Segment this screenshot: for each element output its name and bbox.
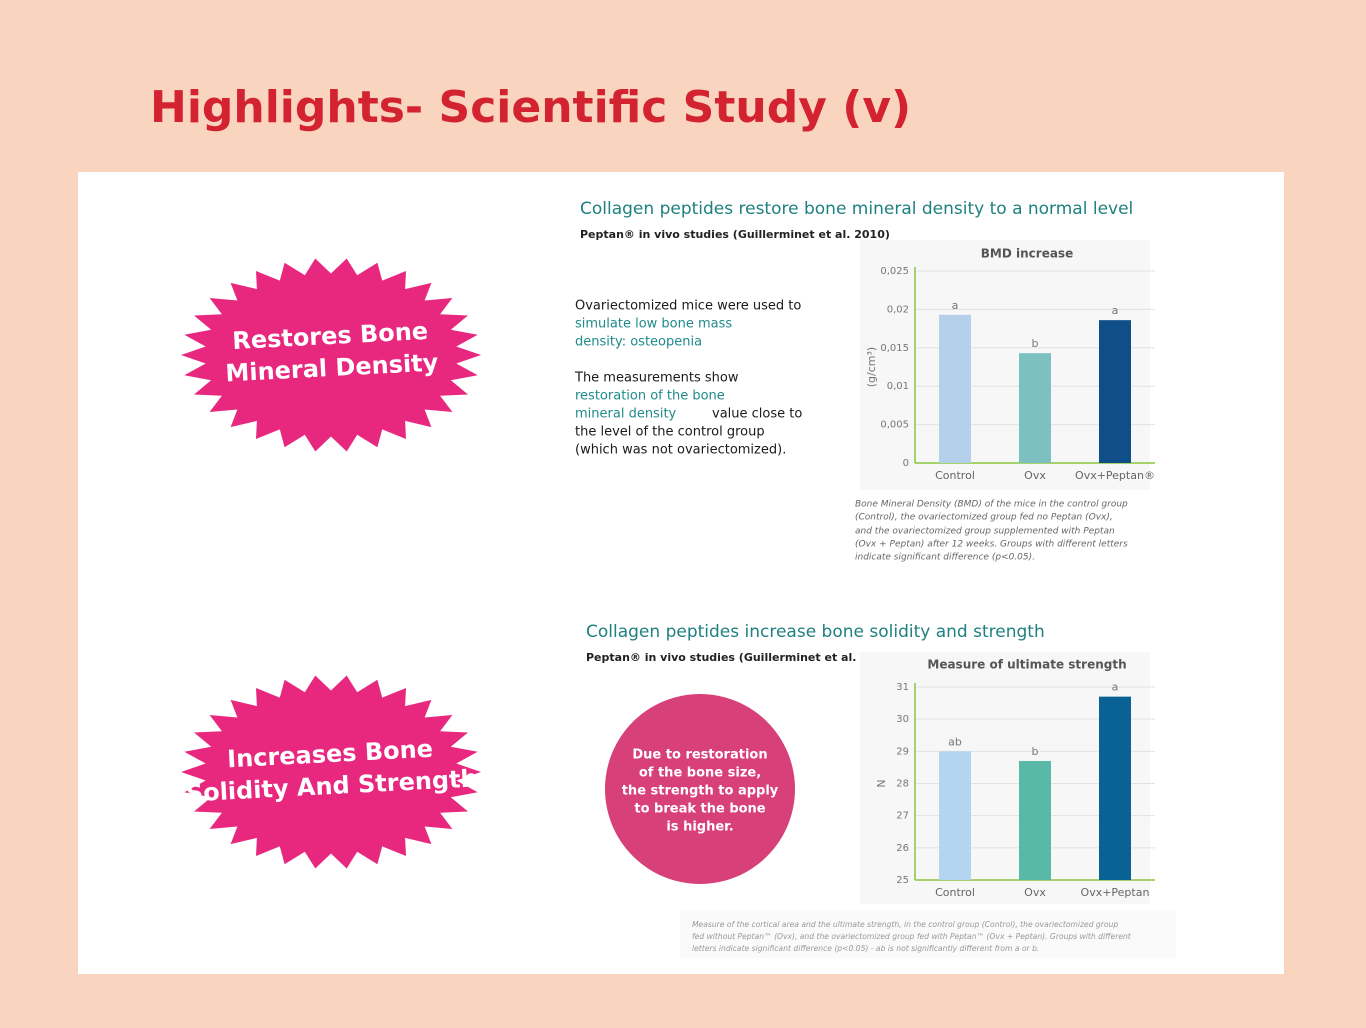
description: Ovariectomized mice were used to [575, 299, 801, 314]
heading: Collagen peptides restore bone mineral d… [580, 199, 1133, 219]
bar-annotation: b [1032, 745, 1039, 758]
y-tick-label: 29 [896, 746, 909, 757]
circle-text: is higher. [666, 820, 733, 835]
y-tick-label: 31 [896, 682, 909, 693]
y-axis-label: (g/cm³) [865, 347, 878, 387]
description: the level of the control group [575, 425, 765, 440]
caption: indicate significant difference (p<0.05)… [855, 553, 1035, 563]
y-tick-label: 26 [896, 843, 909, 854]
bar [1099, 696, 1131, 880]
y-tick-label: 0,02 [887, 304, 909, 315]
bar-annotation: a [1112, 681, 1119, 694]
info-circle [605, 694, 795, 884]
bar [1019, 353, 1051, 463]
y-tick-label: 0,015 [880, 343, 909, 354]
y-tick-label: 0 [903, 458, 909, 469]
description: mineral density [575, 407, 677, 422]
y-axis-label: N [875, 779, 888, 787]
caption: Bone Mineral Density (BMD) of the mice i… [855, 500, 1128, 510]
y-tick-label: 28 [896, 779, 909, 790]
source: Peptan® in vivo studies (Guillerminet et… [586, 651, 896, 664]
y-tick-label: 0,005 [880, 420, 909, 431]
bar [1099, 320, 1131, 463]
y-tick-label: 27 [896, 811, 909, 822]
slide-title: Highlights- Scientific Study (v) [150, 82, 911, 133]
heading: Collagen peptides increase bone solidity… [586, 622, 1045, 642]
bar [1019, 760, 1051, 880]
bar-annotation: a [952, 299, 959, 312]
badge-burst [181, 258, 481, 452]
x-tick-label: Ovx [1024, 886, 1046, 899]
chart-title: Measure of ultimate strength [927, 658, 1126, 672]
caption: (Control), the ovariectomized group fed … [855, 513, 1113, 523]
bar [939, 314, 971, 463]
y-tick-label: 30 [896, 714, 909, 725]
x-tick-label: Control [935, 469, 975, 482]
chart-title: BMD increase [981, 247, 1073, 261]
description: The measurements show [574, 371, 739, 386]
x-tick-label: Control [935, 886, 975, 899]
y-tick-label: 0,01 [887, 381, 909, 392]
bar-annotation: ab [948, 735, 962, 748]
bar-annotation: b [1032, 337, 1039, 350]
source: Peptan® in vivo studies (Guillerminet et… [580, 228, 890, 241]
circle-text: Due to restoration [632, 748, 767, 763]
bar-annotation: a [1112, 304, 1119, 317]
badge-burst [181, 675, 481, 869]
caption-box [680, 910, 1176, 958]
x-tick-label: Ovx+Peptan® [1075, 469, 1155, 482]
description: (which was not ovariectomized). [575, 443, 786, 458]
description: density: osteopenia [575, 335, 702, 350]
y-tick-label: 25 [896, 875, 909, 886]
x-tick-label: Ovx [1024, 469, 1046, 482]
circle-text: the strength to apply [622, 784, 779, 799]
circle-text: of the bone size, [639, 766, 761, 781]
description: restoration of the bone [575, 389, 725, 404]
bar [939, 751, 971, 880]
caption: fed without Peptan™ (Ovx), and the ovari… [692, 932, 1132, 941]
description: value close to [712, 407, 802, 422]
description: simulate low bone mass [575, 317, 732, 332]
caption: and the ovariectomized group supplemente… [855, 527, 1115, 537]
circle-text: to break the bone [634, 802, 765, 817]
caption: (Ovx + Peptan) after 12 weeks. Groups wi… [855, 540, 1128, 550]
caption: letters indicate significant difference … [692, 944, 1039, 953]
y-tick-label: 0,025 [880, 266, 909, 277]
x-tick-label: Ovx+Peptan [1081, 886, 1150, 899]
caption: Measure of the cortical area and the ult… [692, 920, 1118, 929]
